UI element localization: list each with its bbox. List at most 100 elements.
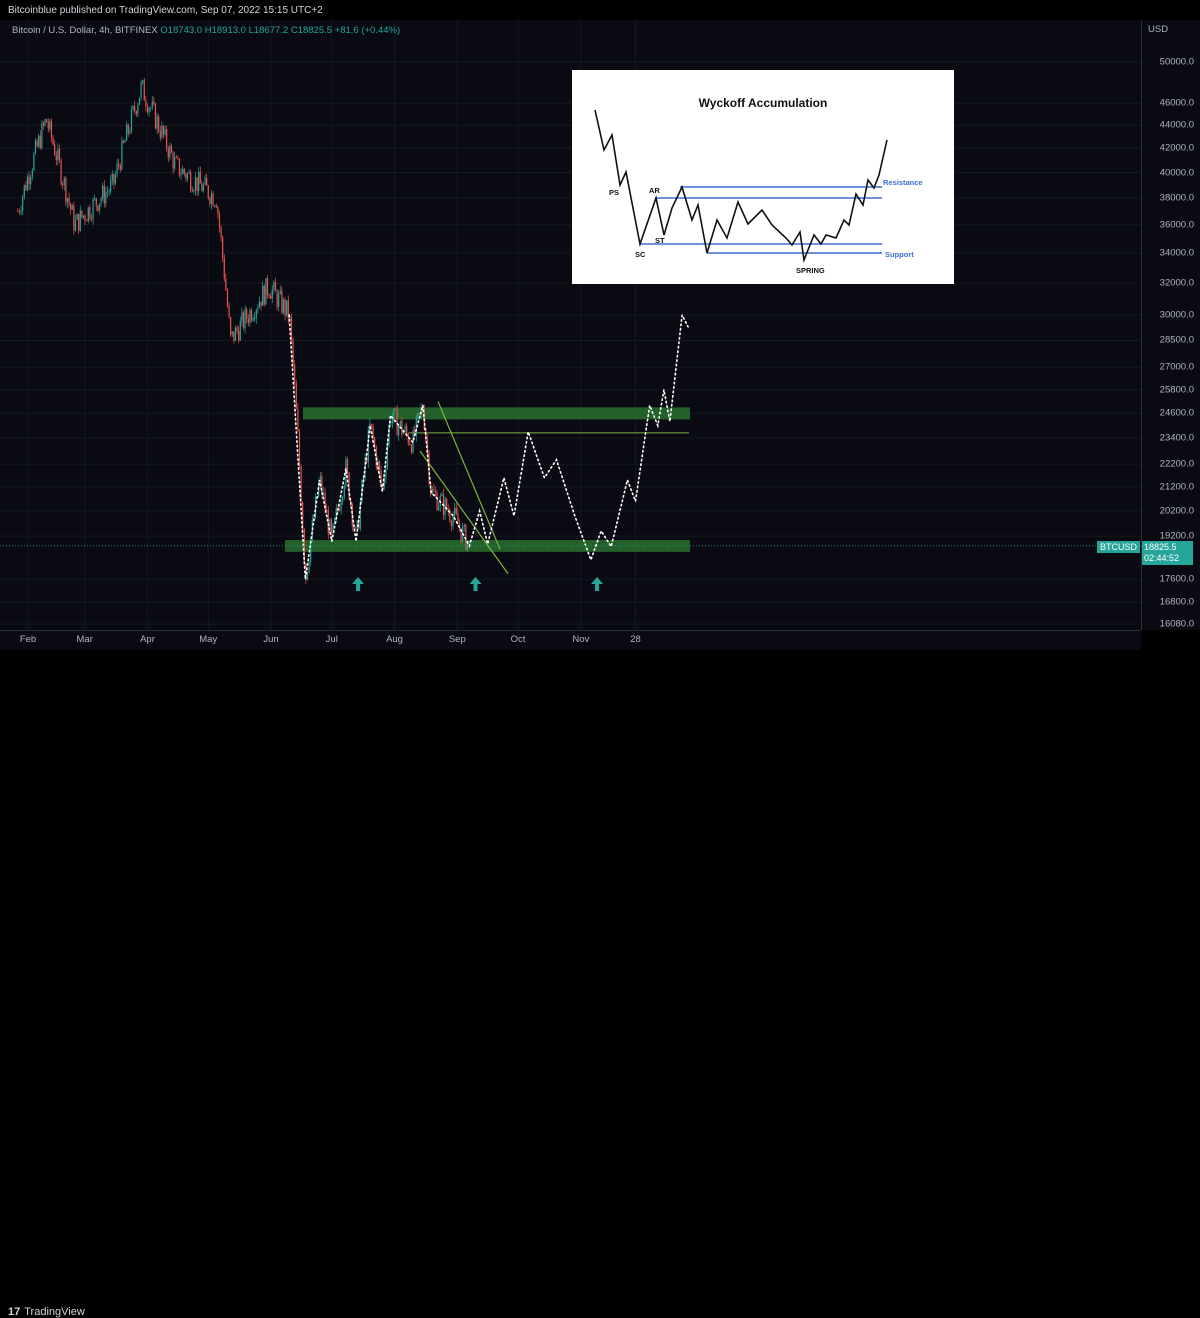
time-axis[interactable] [0, 630, 1141, 651]
candle-body [121, 140, 123, 170]
candle-body [212, 193, 214, 206]
zone-resistance [303, 407, 690, 420]
candle-body [153, 101, 155, 104]
candle-body [274, 282, 277, 292]
candle-body [410, 444, 413, 453]
price-tick-label: 20200.0 [1159, 505, 1194, 517]
candle-body [270, 295, 272, 299]
candle-body [116, 163, 118, 175]
candle-body [63, 178, 65, 186]
candle-body [71, 205, 73, 210]
price-tick-label: 28500.0 [1159, 334, 1194, 346]
candle-body [196, 177, 198, 192]
price-tick-label: 38000.0 [1159, 192, 1194, 204]
candle-body [68, 197, 70, 204]
candle-body [402, 431, 405, 435]
candle-body [366, 458, 368, 463]
candle-body [105, 192, 107, 204]
price-tick-label: 19200.0 [1159, 530, 1194, 542]
label-spring: SPRING [796, 266, 825, 275]
candle-body [298, 431, 301, 467]
candle-body [370, 423, 373, 426]
price-tick-label: 17600.0 [1159, 573, 1194, 585]
currency-label: USD [1148, 24, 1169, 35]
candle-body [127, 124, 129, 134]
symbol-badge: BTCUSD [1097, 541, 1141, 553]
candle-body [207, 185, 209, 198]
candle-body [202, 184, 205, 192]
candle-body [455, 507, 457, 514]
candle-body [60, 159, 62, 184]
candle-body [415, 417, 417, 436]
candle-body [25, 185, 27, 191]
candle-body [319, 476, 321, 483]
candle-body [294, 364, 296, 384]
candle-body [106, 191, 109, 193]
candle-body [62, 183, 64, 186]
candle-body [401, 420, 403, 435]
candle-body [47, 122, 49, 129]
candle-body [286, 300, 288, 316]
candle-body [114, 174, 117, 184]
candle-body [102, 185, 104, 199]
candle-body [428, 452, 430, 483]
candle-body [289, 316, 291, 319]
candle-body [238, 330, 240, 341]
candle-body [391, 418, 393, 424]
inset-title: Wyckoff Accumulation [698, 96, 828, 110]
candle-body [66, 197, 69, 203]
candle-body [412, 429, 414, 453]
candle-body [26, 176, 29, 191]
candle-body [220, 227, 222, 238]
price-tick-label: 25800.0 [1159, 384, 1194, 396]
candle-body [138, 97, 141, 105]
bar-countdown: 02:44:52 [1144, 553, 1180, 563]
candle-body [236, 327, 238, 331]
time-tick-label: Mar [76, 634, 93, 645]
candle-body [356, 520, 358, 528]
tradingview-logo[interactable]: 17 TradingView [8, 1306, 85, 1318]
time-tick-label: Jul [325, 634, 338, 645]
candle-body [322, 492, 325, 495]
candle-body [329, 519, 331, 534]
candle-body [418, 413, 421, 414]
inset-price-path [594, 109, 888, 264]
candle-body [239, 321, 241, 341]
time-tick-label: Aug [386, 634, 403, 645]
candle-body [276, 291, 278, 307]
candle-body [244, 309, 246, 329]
candle-body [44, 119, 46, 126]
price-tick-label: 40000.0 [1159, 167, 1194, 179]
candle-body [332, 523, 334, 533]
publish-bar: Bitcoinblue published on TradingView.com… [0, 0, 1200, 20]
candle-body [247, 319, 249, 323]
candle-body [118, 163, 120, 166]
candle-body [334, 518, 336, 524]
candle-body [287, 300, 289, 319]
price-axis[interactable] [1141, 20, 1200, 630]
label-support: Support [885, 250, 914, 259]
candle-body [140, 82, 142, 98]
candle-body [303, 529, 305, 564]
price-tick-label: 30000.0 [1159, 309, 1194, 321]
candle-body [268, 295, 270, 296]
candle-body [178, 158, 181, 176]
candle-body [17, 211, 19, 212]
price-tick-label: 21200.0 [1159, 481, 1194, 493]
candle-body [465, 524, 467, 550]
candle-body [223, 257, 225, 279]
candle-body [351, 503, 353, 526]
wyckoff-inset: Wyckoff Accumulation PS AR ST SC SPRING … [572, 70, 954, 284]
candle-body [172, 152, 174, 169]
candle-body [326, 509, 328, 511]
candle-body [431, 489, 433, 495]
candle-body [193, 190, 195, 192]
candle-body [354, 527, 357, 529]
candle-body [242, 312, 245, 329]
candle-body [154, 103, 157, 129]
candle-body [426, 439, 429, 453]
symbol-description[interactable]: Bitcoin / U.S. Dollar, 4h, BITFINEX [12, 25, 158, 36]
candle-body [183, 168, 185, 174]
candle-body [463, 524, 465, 527]
candle-body [250, 310, 253, 321]
